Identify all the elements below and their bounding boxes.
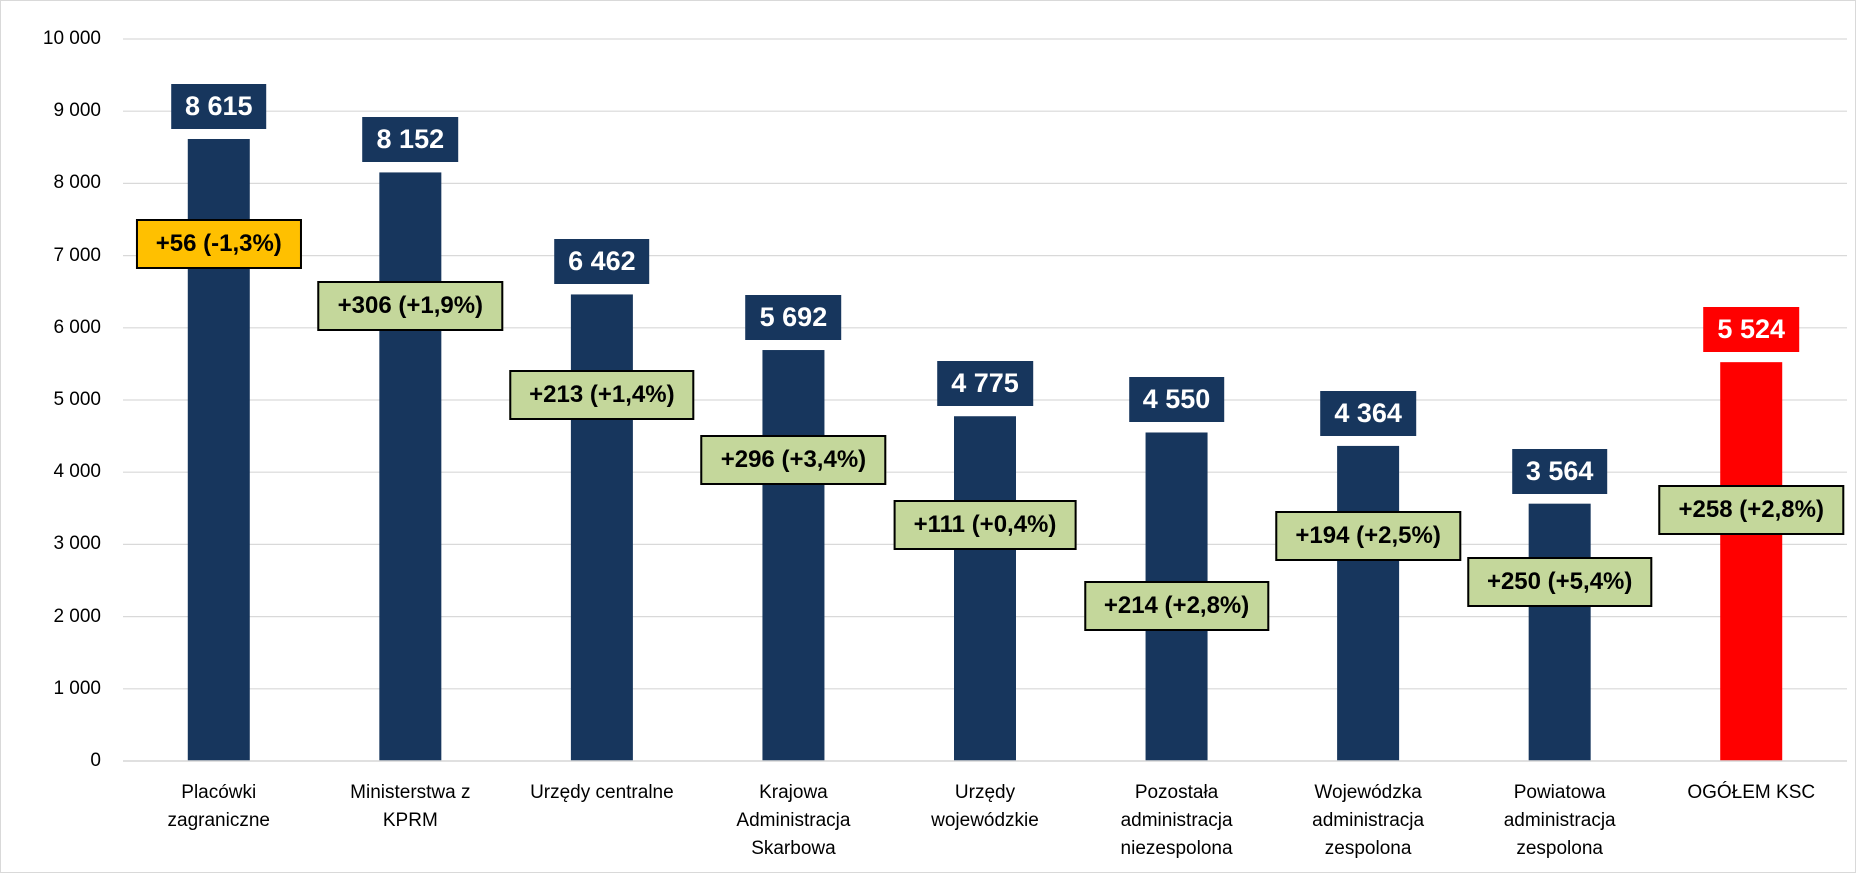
value-label: 5 692 (745, 295, 842, 341)
y-tick-label: 3 000 (53, 533, 101, 555)
value-label: 8 615 (170, 83, 267, 129)
x-tick-label: Wojewódzka administracja zespolona (1312, 782, 1425, 859)
bar (570, 294, 633, 761)
y-tick-label: 5 000 (53, 389, 101, 410)
y-tick-label: 10 000 (42, 28, 101, 49)
x-tick-label: Placówki zagraniczne (167, 782, 270, 831)
annotation: +213 (+1,4%) (509, 370, 695, 420)
value-label: 4 550 (1128, 377, 1225, 423)
y-tick-label: 0 (90, 750, 101, 771)
y-tick-label: 8 000 (53, 172, 101, 194)
value-label: 6 462 (554, 239, 650, 285)
y-tick-label: 1 000 (53, 677, 101, 699)
x-tick-label: Powiatowa administracja zespolona (1503, 782, 1616, 859)
value-label: 4 364 (1320, 390, 1416, 436)
bar (379, 172, 442, 761)
x-tick-label: Pozostała administracja niezespolona (1120, 782, 1233, 859)
x-tick-label: OGÓŁEM KSC (1687, 782, 1816, 803)
value-label: 8 152 (362, 117, 459, 163)
y-tick-label: 6 000 (53, 316, 101, 338)
x-tick-label: Urzędy wojewódzkie (931, 782, 1039, 831)
y-tick-label: 9 000 (53, 100, 101, 122)
value-label: 3 564 (1511, 448, 1608, 494)
value-label: 5 524 (1703, 307, 1800, 353)
bar (954, 416, 1016, 761)
x-tick-label: Ministerstwa z KPRM (350, 782, 471, 831)
bar (762, 350, 825, 761)
annotation: +258 (+2,8%) (1658, 485, 1844, 535)
annotation: +56 (-1,3%) (135, 219, 302, 269)
x-tick-label: Krajowa Administracja Skarbowa (736, 782, 851, 859)
annotation: +306 (+1,9%) (317, 281, 504, 331)
x-tick-label: Urzędy centralne (530, 782, 674, 803)
bar (1528, 503, 1591, 761)
value-label: 4 775 (937, 361, 1033, 407)
annotation: +111 (+0,4%) (893, 500, 1077, 550)
annotation: +194 (+2,5%) (1275, 511, 1461, 561)
annotation: +296 (+3,4%) (700, 435, 887, 485)
y-tick-label: 2 000 (53, 605, 101, 627)
annotation: +214 (+2,8%) (1083, 581, 1270, 631)
y-tick-label: 4 000 (53, 461, 101, 483)
bar (1720, 362, 1783, 761)
bar (1337, 445, 1400, 761)
annotation: +250 (+5,4%) (1466, 557, 1653, 607)
y-tick-label: 7 000 (53, 244, 101, 266)
